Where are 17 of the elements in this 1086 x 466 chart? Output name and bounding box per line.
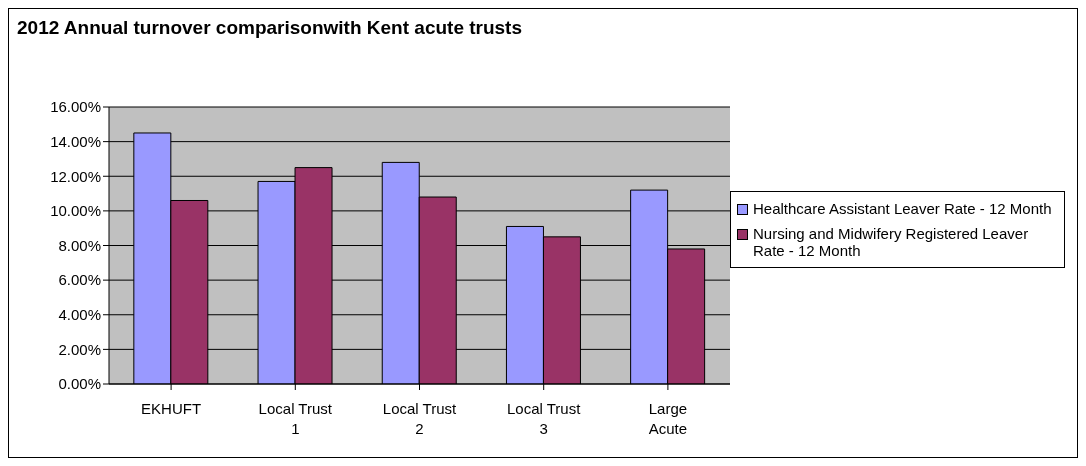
y-tick-label: 8.00% — [58, 236, 101, 254]
x-tick-label: Local Trust 1 — [258, 400, 333, 437]
y-tick-label: 2.00% — [58, 340, 101, 358]
y-tick-label: 12.00% — [50, 167, 101, 185]
y-tick-label: 14.00% — [50, 132, 101, 150]
x-tick-label: EKHUFT — [141, 400, 202, 417]
x-tick-label: Large Acute — [648, 400, 688, 437]
y-tick-label: 16.00% — [50, 98, 101, 116]
y-tick-label: 4.00% — [58, 306, 101, 324]
x-tick-label: Local Trust 2 — [382, 400, 458, 437]
legend-label: Healthcare Assistant Leaver Rate - 12 Month — [753, 199, 1052, 217]
legend-label: Nursing and Midwifery Registered Leaver Rate - 12 Month — [753, 224, 1030, 259]
chart-title: 2012 Annual turnover comparisonwith Kent acute trusts — [17, 17, 523, 39]
y-tick-label: 10.00% — [50, 202, 101, 220]
y-tick-label: 0.00% — [58, 375, 101, 393]
y-tick-label: 6.00% — [58, 271, 101, 289]
x-tick-label: Local Trust 3 — [507, 400, 582, 437]
